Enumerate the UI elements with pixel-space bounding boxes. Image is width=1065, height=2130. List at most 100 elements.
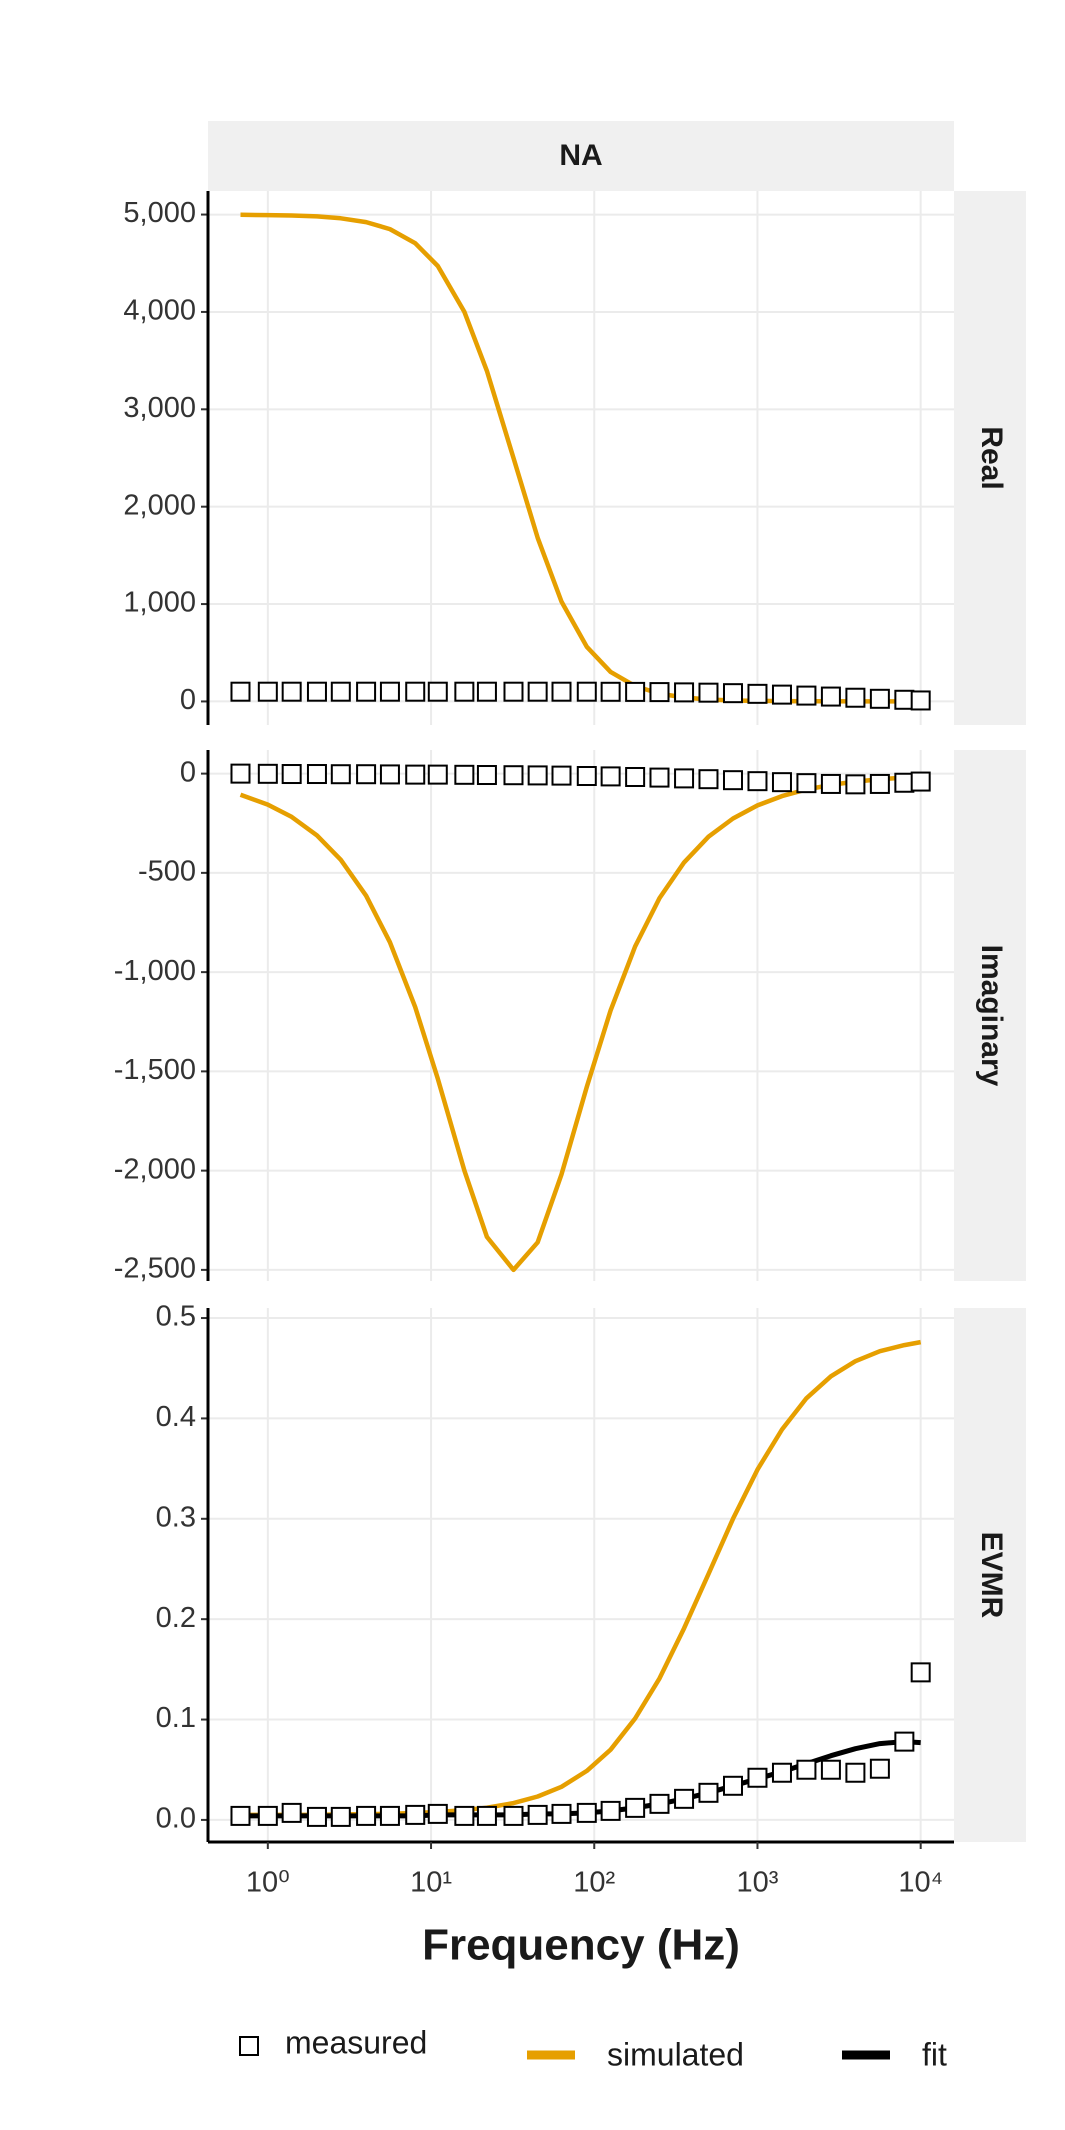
measured-point [747,771,768,792]
y-tick-label: 0.2 [156,1602,196,1634]
x-tick-label: 10⁰ [246,1867,290,1899]
measured-point [625,1797,646,1818]
measured-point [894,689,915,710]
measured-point [306,681,327,702]
y-tick-label: 2,000 [123,489,196,521]
measured-point [771,1762,792,1783]
measured-point [910,771,931,792]
series-line [240,212,921,704]
measured-point [576,766,597,787]
measured-point [820,686,841,707]
measured-point [698,682,719,703]
series-line [240,1339,922,1818]
x-tick-label: 10² [573,1867,615,1899]
measured-point [427,1803,448,1824]
y-tick-label: 0.5 [156,1301,196,1333]
legend-key [239,2036,259,2056]
measured-point [771,772,792,793]
measured-point [674,768,695,789]
measured-point [820,773,841,794]
x-tick-label: 10¹ [410,1867,452,1899]
measured-point [649,767,670,788]
measured-point [356,1805,377,1826]
measured-point [503,681,524,702]
legend-label: fit [922,2036,947,2072]
measured-point [894,1731,915,1752]
measured-point [698,1782,719,1803]
measured-point [476,765,497,786]
measured-point [649,1793,670,1814]
x-tick-label: 10⁴ [898,1867,943,1899]
y-tick-label: 0.1 [156,1702,196,1734]
measured-point [257,681,278,702]
measured-point [722,770,743,791]
measured-point [454,681,475,702]
strip-top [208,121,954,191]
measured-point [527,765,548,786]
measured-point [796,773,817,794]
measured-point [845,687,866,708]
y-tick-label: 0.4 [156,1401,196,1433]
measured-point [281,681,302,702]
measured-point [820,1759,841,1780]
measured-point [379,764,400,785]
measured-point [649,682,670,703]
measured-point [722,683,743,704]
y-tick-label: 0.0 [156,1803,196,1835]
y-tick-label: 0 [180,684,196,716]
measured-point [600,766,621,787]
y-tick-label: 0.3 [156,1501,196,1533]
x-axis-title: Frequency (Hz) [422,1921,740,1970]
measured-point [356,681,377,702]
measured-point [698,769,719,790]
measured-point [379,681,400,702]
facet-label: Imaginary [975,945,1008,1087]
measured-point [894,772,915,793]
measured-point [747,1767,768,1788]
measured-point [356,764,377,785]
y-tick-label: 4,000 [123,295,196,327]
measured-point [476,1805,497,1826]
measured-point [845,774,866,795]
y-tick-label: -500 [138,856,196,888]
measured-point [379,1805,400,1826]
measured-point [869,688,890,709]
measured-point [230,1805,251,1826]
measured-point [405,681,426,702]
y-tick-label: -2,500 [114,1253,196,1285]
legend-label: simulated [607,2036,744,2072]
measured-point [576,681,597,702]
strip-right [954,1308,1026,1842]
measured-point [771,684,792,705]
measured-point [503,765,524,786]
measured-point [454,1805,475,1826]
measured-point [551,1803,572,1824]
strip-right [954,750,1026,1281]
measured-point [576,1802,597,1823]
measured-point [551,765,572,786]
y-tick-label: 3,000 [123,392,196,424]
measured-point [257,1805,278,1826]
measured-point [674,682,695,703]
measured-point [306,764,327,785]
measured-point [600,681,621,702]
measured-point [330,764,351,785]
measured-point [230,763,251,784]
facet-label: Real [975,426,1008,489]
measured-point [427,681,448,702]
measured-point [869,773,890,794]
measured-point [306,1806,327,1827]
measured-point [476,681,497,702]
measured-point [503,1805,524,1826]
series-line [239,774,921,1273]
y-tick-label: 0 [180,756,196,788]
measured-point [796,1759,817,1780]
measured-point [747,683,768,704]
x-tick-label: 10³ [737,1867,779,1899]
measured-point [722,1775,743,1796]
measured-point [796,685,817,706]
measured-point [257,763,278,784]
legend-label: measured [285,2024,427,2060]
measured-point [427,764,448,785]
